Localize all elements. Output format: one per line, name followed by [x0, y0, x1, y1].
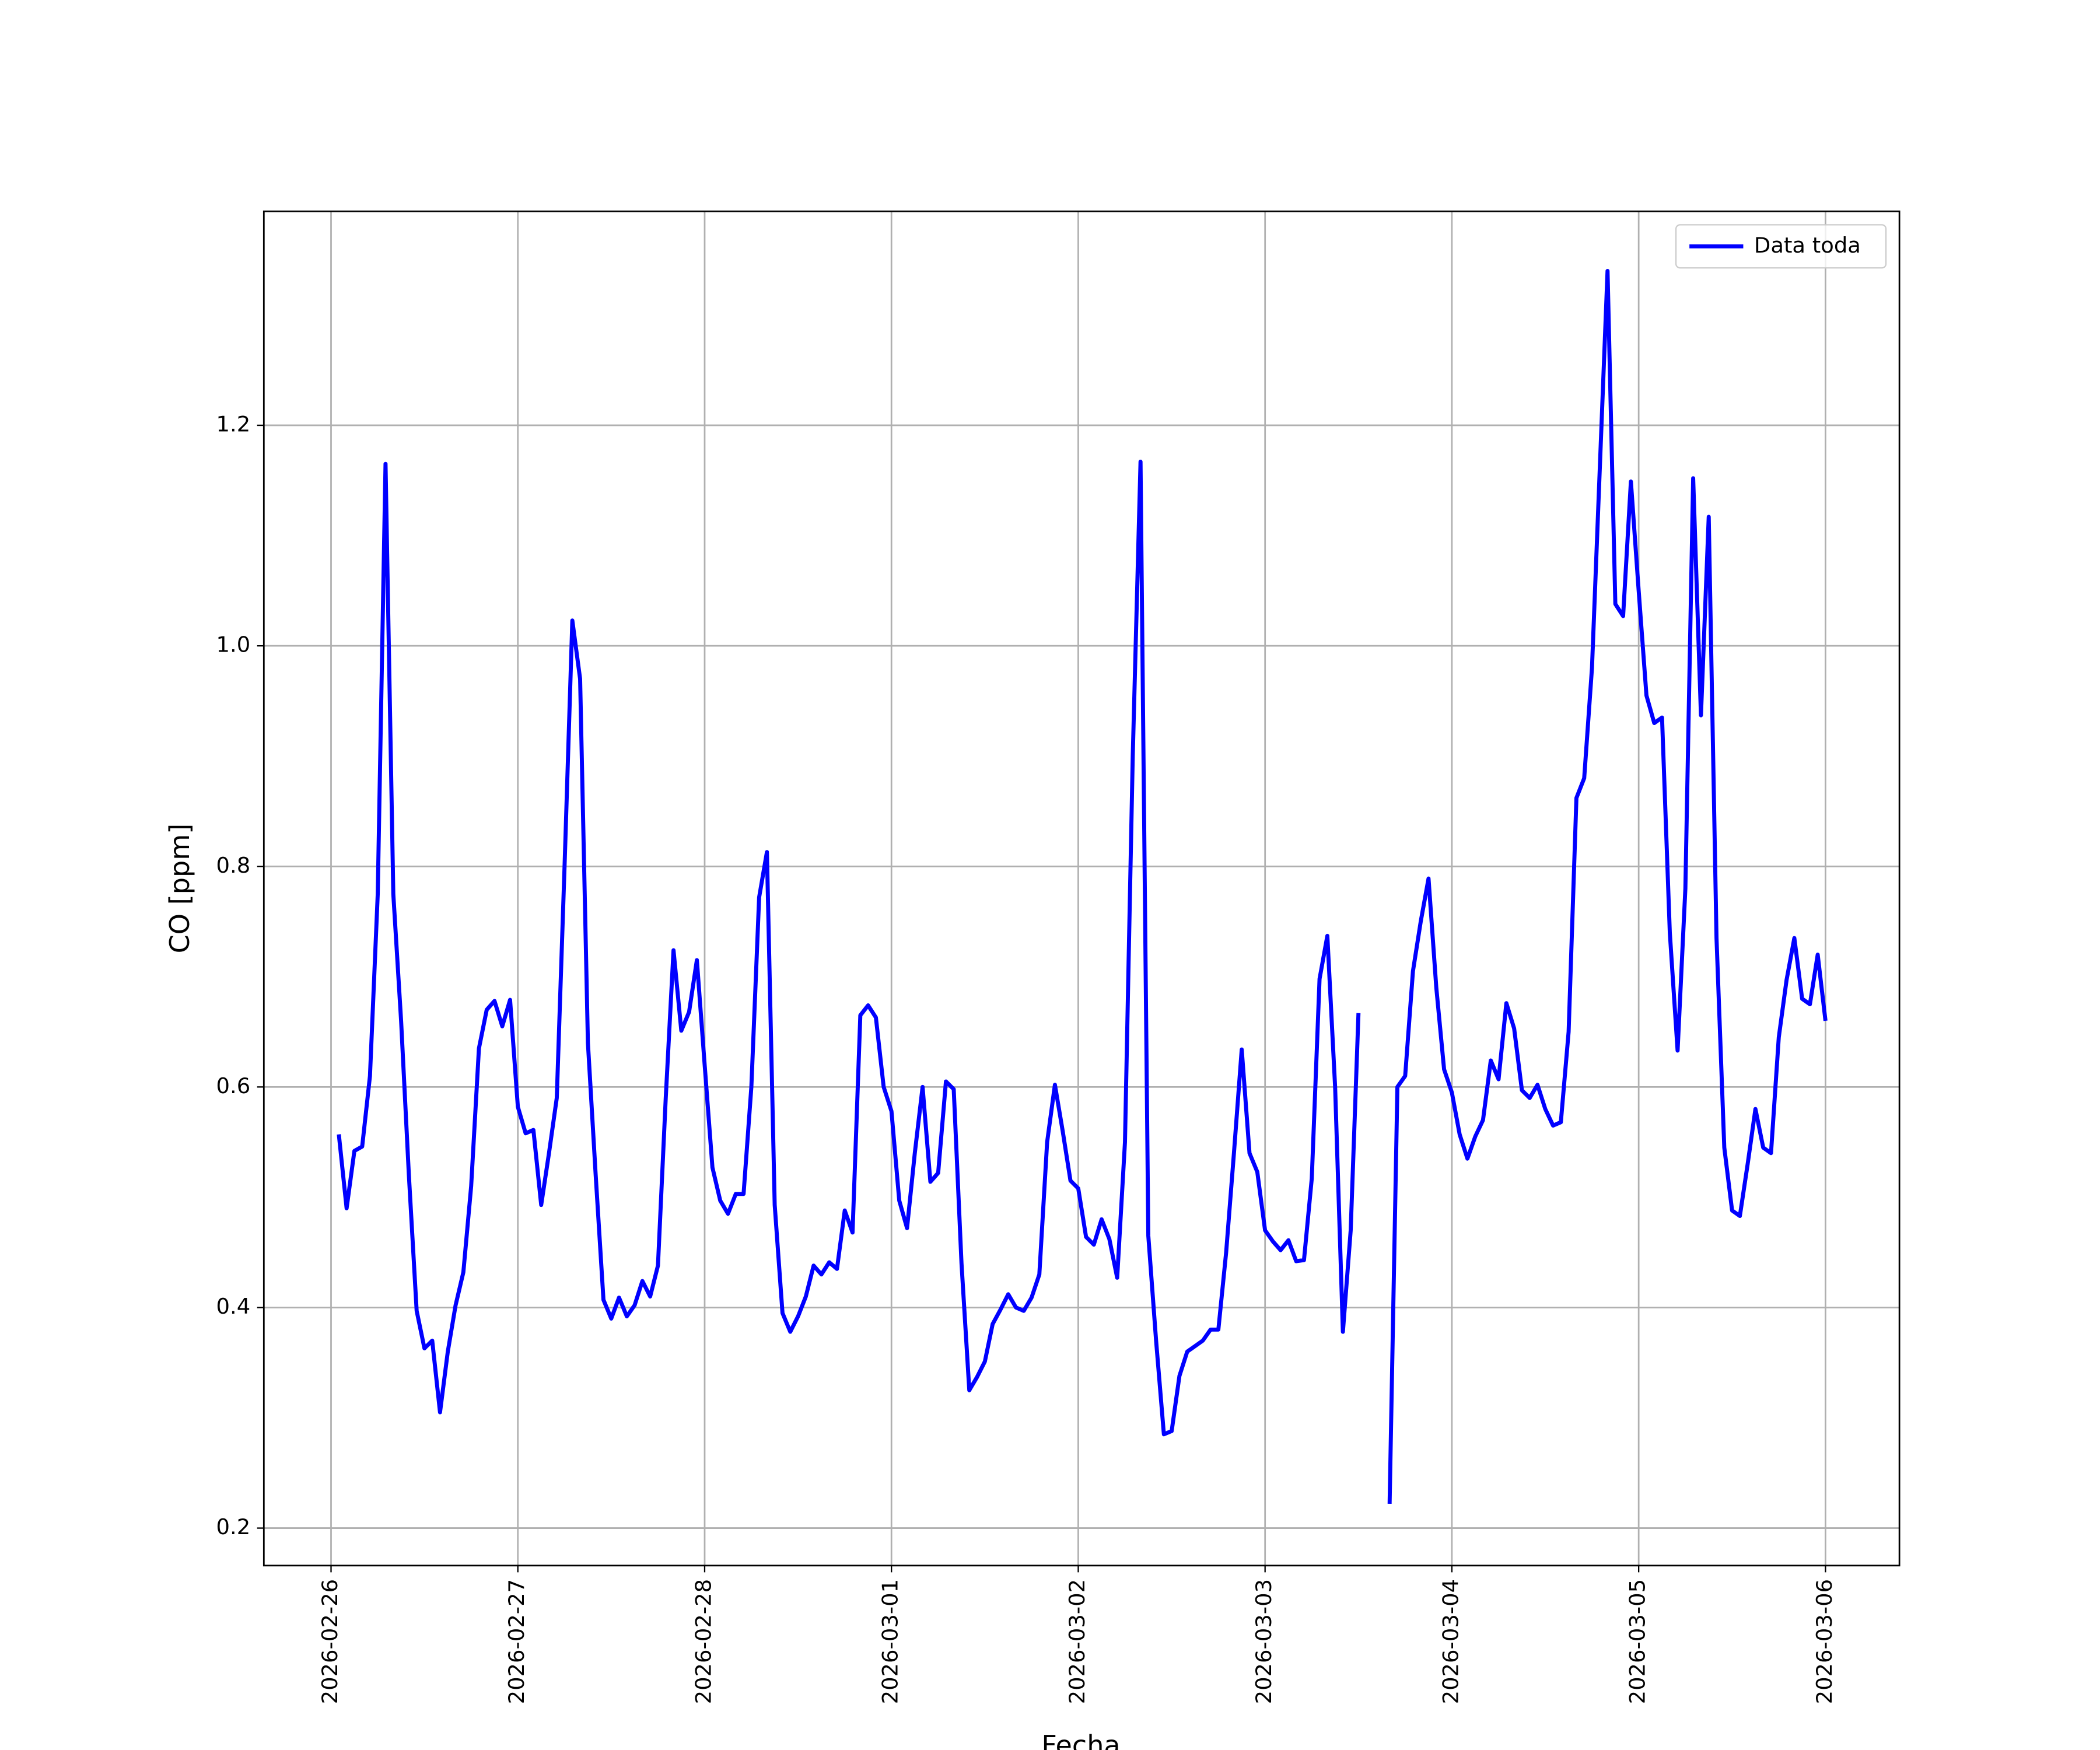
legend-label: Data toda [1754, 233, 1861, 258]
x-tick-label: 2026-03-04 [1438, 1579, 1463, 1704]
plot-frame [262, 210, 1901, 1567]
x-tick-label: 2026-02-27 [504, 1579, 529, 1704]
x-tick-label: 2026-03-02 [1065, 1579, 1090, 1704]
y-tick-label: 1.2 [216, 412, 251, 437]
y-tick-label: 0.8 [216, 853, 251, 878]
y-tick-label: 1.0 [216, 632, 251, 657]
x-axis-label: Fecha [1041, 1730, 1120, 1750]
legend-box [1675, 224, 1887, 269]
x-tick-label: 2026-03-06 [1812, 1579, 1837, 1704]
x-tick-label: 2026-02-26 [317, 1579, 342, 1704]
x-tick-label: 2026-03-03 [1251, 1579, 1276, 1704]
y-tick-label: 0.2 [216, 1514, 251, 1539]
y-tick-label: 0.4 [216, 1294, 251, 1319]
x-tick-label: 2026-03-05 [1625, 1579, 1650, 1704]
x-tick-label: 2026-03-01 [878, 1579, 903, 1704]
x-tick-label: 2026-02-28 [691, 1579, 716, 1704]
data-line [337, 268, 1828, 1504]
y-axis-label: CO [ppm] [164, 824, 195, 954]
y-tick-label: 0.6 [216, 1073, 251, 1098]
